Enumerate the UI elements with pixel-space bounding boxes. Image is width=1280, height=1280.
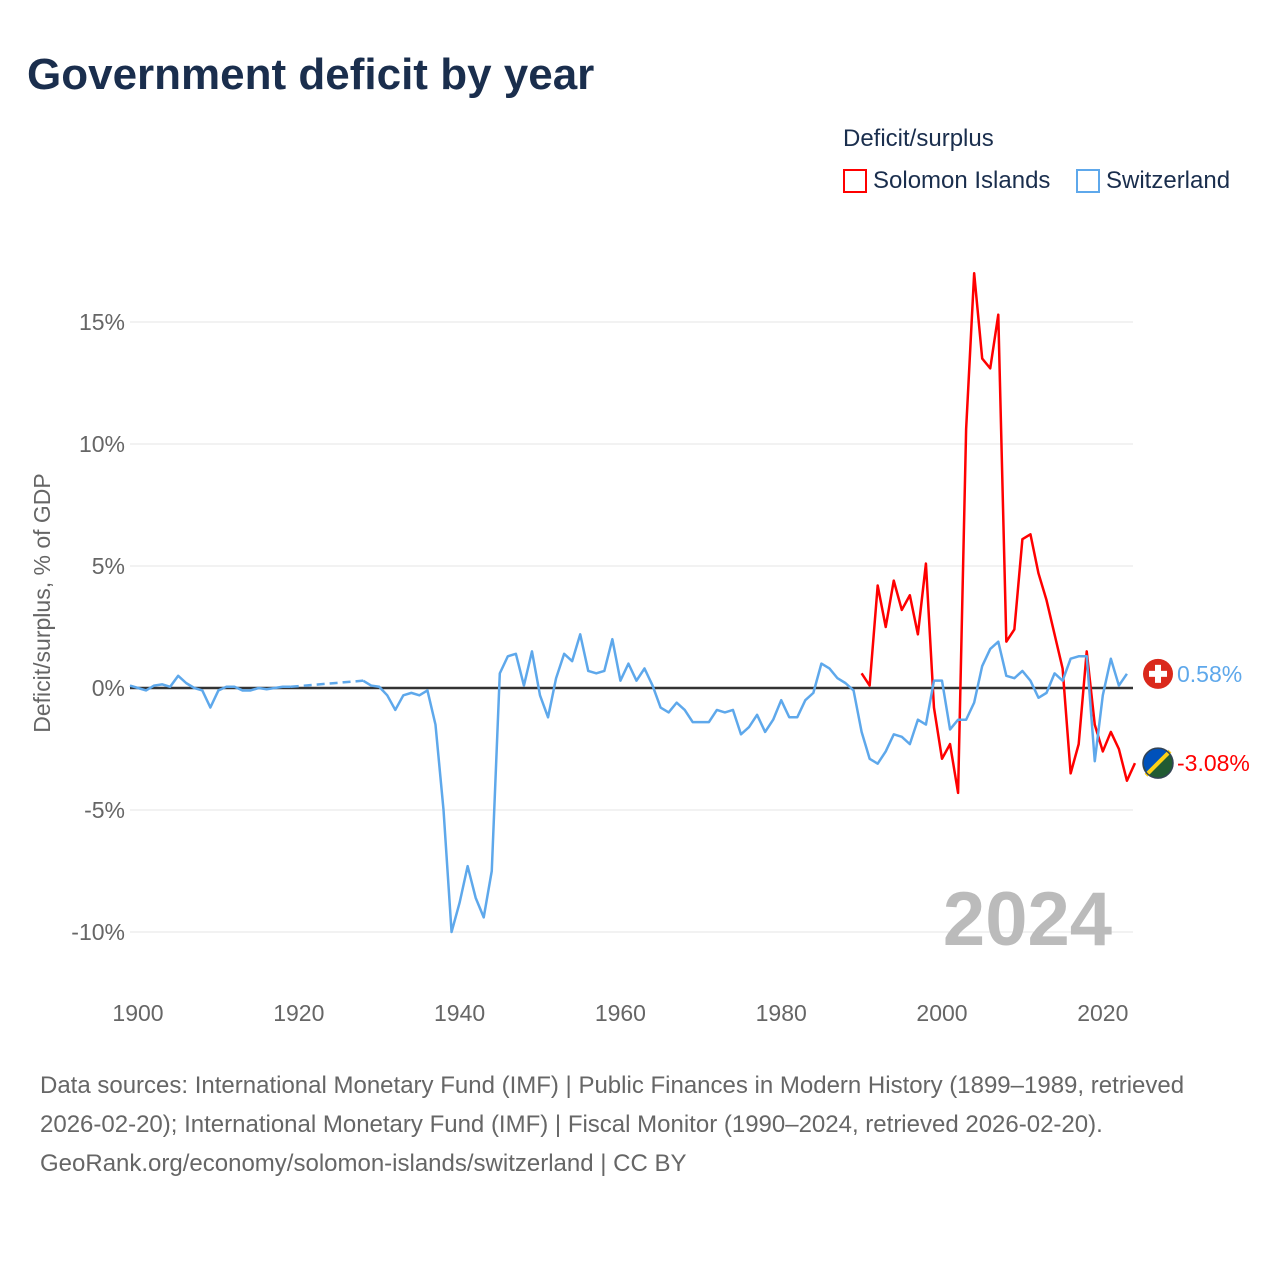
x-tick-label: 2000 [916, 1000, 967, 1026]
end-value-label: 0.58% [1177, 661, 1242, 687]
end-value-label: -3.08% [1177, 750, 1250, 776]
flag-stripe [1144, 749, 1172, 777]
y-tick-label: -5% [84, 797, 125, 823]
y-tick-label: 5% [92, 553, 125, 579]
switzerland-flag [1143, 658, 1173, 689]
legend-item-switzerland[interactable]: Switzerland [1076, 167, 1230, 195]
series-gap-line [290, 679, 364, 689]
legend-label: Solomon Islands [873, 167, 1051, 194]
legend-item-solomon-islands[interactable]: Solomon Islands [843, 167, 1050, 195]
year-label: 2024 [943, 877, 1112, 962]
y-tick-label: 0% [92, 675, 125, 701]
x-tick-label: 2020 [1077, 1000, 1128, 1026]
y-tick-label: 15% [79, 309, 125, 335]
flag-blue [1143, 748, 1169, 774]
x-tick-label: 1960 [595, 1000, 646, 1026]
chart-title: Government deficit by year [27, 50, 595, 99]
data-sources: Data sources: International Monetary Fun… [40, 1072, 1185, 1138]
series-line-solomon-islands [860, 271, 1137, 795]
x-tick-label: 1980 [756, 1000, 807, 1026]
legend-label: Switzerland [1106, 167, 1231, 194]
flag-cross [1149, 670, 1167, 677]
x-tick-label: 1900 [112, 1000, 163, 1026]
x-tick-label: 1940 [434, 1000, 485, 1026]
flag-border [1142, 747, 1174, 779]
series-line-switzerland [362, 633, 1128, 934]
x-tick-label: 1920 [273, 1000, 324, 1026]
y-axis-label: Deficit/surplus, % of GDP [29, 473, 55, 732]
legend-title: Deficit/surplus [843, 125, 994, 152]
y-tick-label: 10% [79, 431, 125, 457]
series-line-switzerland [129, 674, 291, 709]
chart-area: -10% -5% 0% 5% 10% 15% 1900 1920 1940 1960 1980 200… [29, 271, 1250, 1026]
legend-swatch [1076, 169, 1100, 193]
credit-link[interactable]: GeoRank.org/economy/solomon-islands/swit… [40, 1150, 687, 1177]
y-tick-label: -10% [71, 919, 125, 945]
legend-swatch [843, 169, 867, 193]
footer: Data sources: International Monetary Fun… [40, 1066, 1240, 1183]
solomon-islands-flag [1142, 747, 1174, 779]
